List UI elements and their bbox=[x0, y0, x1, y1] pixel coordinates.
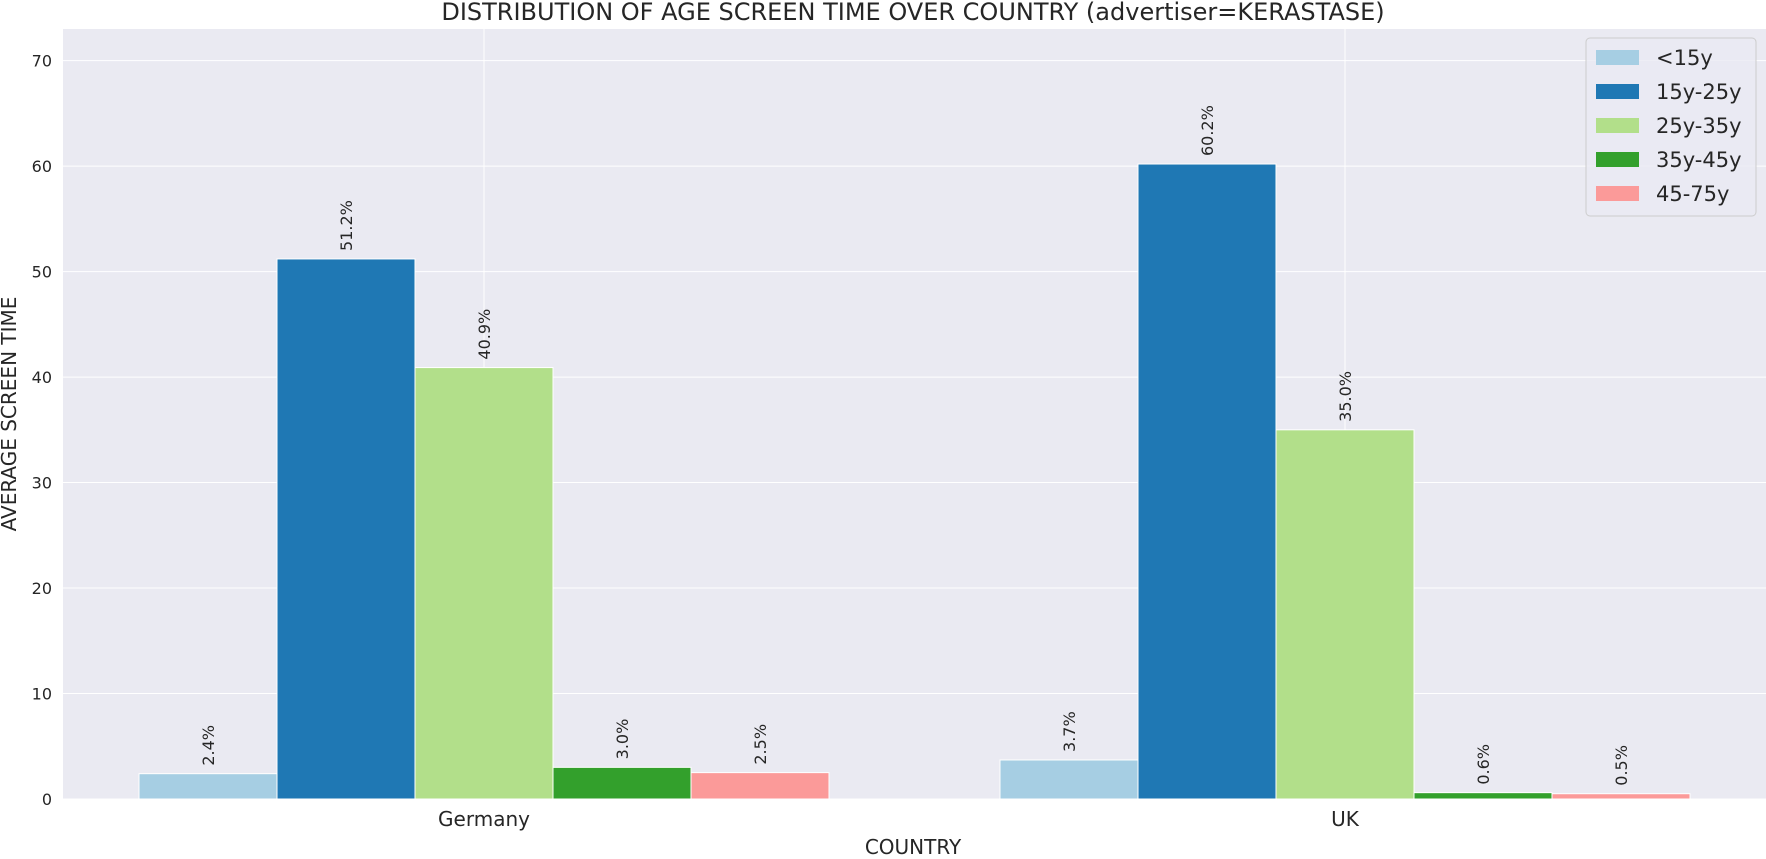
legend-swatch-4 bbox=[1596, 186, 1639, 201]
legend-label-4: 45-75y bbox=[1656, 182, 1729, 206]
legend-swatch-0 bbox=[1596, 50, 1639, 65]
bar-uk-4 bbox=[1551, 793, 1691, 800]
data-label-uk-4: 0.5% bbox=[1612, 745, 1631, 786]
y-tick-label-2: 20 bbox=[32, 579, 52, 598]
legend-box bbox=[1585, 37, 1757, 217]
data-label-uk-1: 60.2% bbox=[1198, 105, 1217, 156]
bar-germany-0 bbox=[138, 773, 278, 800]
bar-uk-3 bbox=[1413, 792, 1553, 800]
legend: <15y 15y-25y 25y-35y 35y-45y 45-75y bbox=[1585, 37, 1757, 217]
x-axis-title: COUNTRY bbox=[865, 835, 962, 859]
chart-title: DISTRIBUTION OF AGE SCREEN TIME OVER COU… bbox=[441, 0, 1384, 26]
data-label-germany-0: 2.4% bbox=[199, 725, 218, 766]
y-tick-label-0: 0 bbox=[42, 790, 52, 809]
bar-uk-2 bbox=[1275, 429, 1415, 800]
data-labels: 2.4% 51.2% 40.9% 3.0% 2.5% 3.7% 60.2% 35.0% 0.6%… bbox=[199, 105, 1631, 786]
bar-uk-1 bbox=[1137, 163, 1277, 800]
legend-swatch-3 bbox=[1596, 152, 1639, 167]
legend-label-3: 35y-45y bbox=[1656, 148, 1742, 172]
y-tick-label-5: 50 bbox=[32, 263, 52, 282]
x-tick-label-1: UK bbox=[1331, 807, 1360, 831]
data-label-uk-3: 0.6% bbox=[1474, 744, 1493, 785]
bar-germany-2 bbox=[414, 367, 554, 800]
data-label-germany-1: 51.2% bbox=[337, 200, 356, 251]
y-tick-label-4: 40 bbox=[32, 368, 52, 387]
bar-germany-1 bbox=[276, 258, 416, 800]
data-label-uk-2: 35.0% bbox=[1336, 371, 1355, 422]
y-tick-label-6: 60 bbox=[32, 157, 52, 176]
bars bbox=[138, 163, 1691, 800]
legend-swatch-1 bbox=[1596, 84, 1639, 99]
y-axis-title: AVERAGE SCREEN TIME bbox=[0, 297, 21, 532]
bar-germany-3 bbox=[552, 766, 692, 800]
data-label-germany-2: 40.9% bbox=[475, 309, 494, 360]
legend-label-0: <15y bbox=[1656, 46, 1713, 70]
bar-germany-4 bbox=[690, 772, 830, 800]
data-label-germany-4: 2.5% bbox=[751, 724, 770, 765]
x-axis-ticks: Germany UK bbox=[438, 807, 1360, 831]
data-label-germany-3: 3.0% bbox=[613, 719, 632, 760]
bar-uk-0 bbox=[999, 759, 1139, 800]
y-tick-label-7: 70 bbox=[32, 52, 52, 71]
legend-swatch-2 bbox=[1596, 118, 1639, 133]
data-label-uk-0: 3.7% bbox=[1060, 711, 1079, 752]
legend-label-2: 25y-35y bbox=[1656, 114, 1742, 138]
y-tick-label-3: 30 bbox=[32, 474, 52, 493]
y-tick-label-1: 10 bbox=[32, 685, 52, 704]
y-axis-ticks: 0 10 20 30 40 50 60 70 bbox=[32, 52, 52, 809]
legend-label-1: 15y-25y bbox=[1656, 80, 1742, 104]
x-tick-label-0: Germany bbox=[438, 807, 530, 831]
